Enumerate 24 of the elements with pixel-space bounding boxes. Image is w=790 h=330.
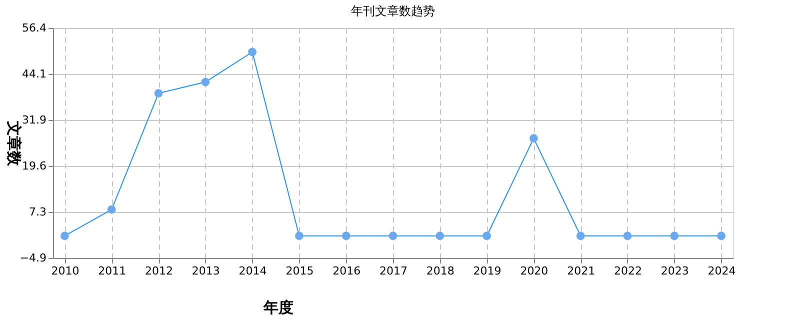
y-tick-label: 56.4 [22,22,46,34]
y-tick-label: 7.3 [29,206,46,219]
x-tick-label: 2023 [660,264,689,278]
x-tick-label: 2010 [51,264,80,278]
x-tick-label: 2018 [426,264,454,278]
x-tick-label: 2020 [520,264,548,278]
y-tick-label: 19.6 [22,160,46,173]
x-tick-label: 2016 [332,264,361,278]
x-tick-label: 2014 [238,264,267,278]
x-axis-title: 年度 [262,298,294,316]
chart-title: 年刊文章数趋势 [351,4,435,18]
x-tick-label: 2012 [145,264,174,278]
x-tick-label: 2011 [98,264,126,278]
x-tick-label: 2017 [380,264,408,278]
y-tick-label: 31.9 [22,113,46,126]
x-tick-label: 2015 [286,264,314,278]
x-tick-label: 2024 [708,264,736,278]
x-tick-label: 2013 [192,264,220,278]
x-tick-label: 2019 [473,264,502,278]
y-tick-label: −4.9 [20,252,46,264]
x-tick-label: 2021 [567,264,596,278]
x-tick-label: 2022 [614,264,642,278]
y-axis-title: 文章数 [4,120,23,167]
y-tick-label: 44.1 [22,68,46,81]
